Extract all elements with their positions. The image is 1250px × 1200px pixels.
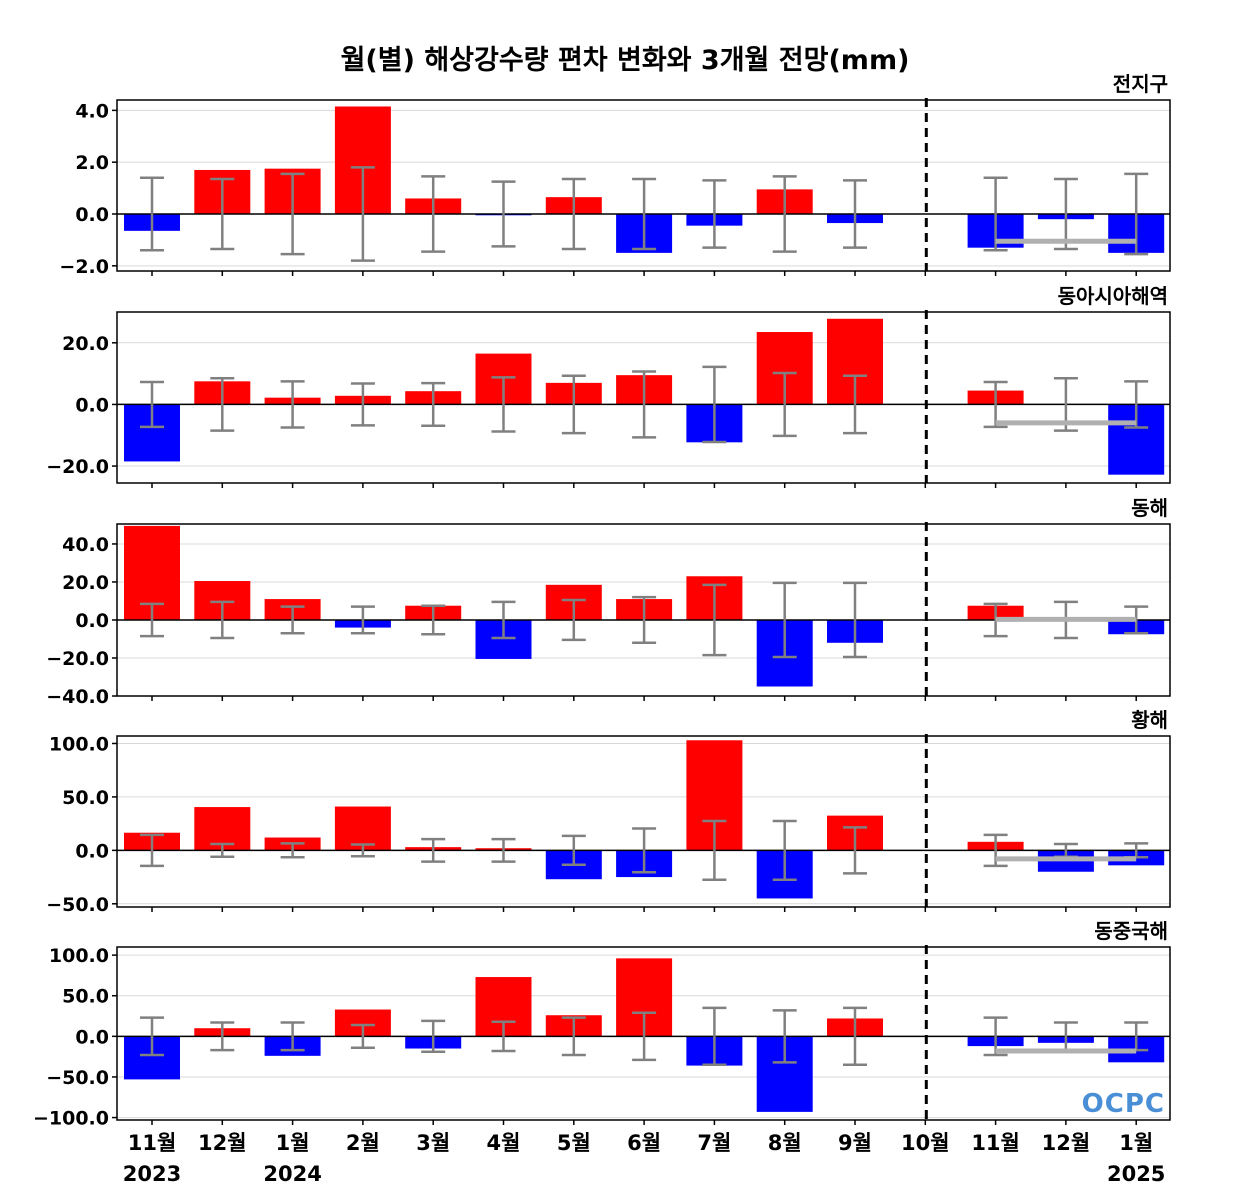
ocpc-logo: OCPC [1082,1089,1165,1119]
panel-region-name: 동아시아해역 [1058,284,1168,308]
x-tick-label-month: 3월 [416,1131,450,1155]
y-tick-label: −20.0 [46,456,109,478]
x-tick-label-month: 10월 [901,1131,950,1155]
y-tick-label: −2.0 [59,256,109,278]
y-tick-label: 20.0 [62,333,109,355]
panel-frame [116,735,1171,908]
panel-region-name: 황해 [1131,708,1168,732]
y-tick-label: 4.0 [75,100,109,122]
panel-region-name: 동중국해 [1094,919,1168,943]
x-tick-label-month: 2월 [346,1131,380,1155]
y-tick-label: 2.0 [75,152,109,174]
y-tick-label: 0.0 [75,204,109,226]
x-tick-label-month: 1월 [276,1131,310,1155]
y-tick-label: −40.0 [46,686,109,708]
x-tick-label-month: 12월 [1042,1131,1091,1155]
y-tick-label: 0.0 [75,610,109,632]
y-tick-label: 0.0 [75,840,109,862]
y-tick-label: −50.0 [46,894,109,916]
y-tick-label: 40.0 [62,534,109,556]
y-tick-label: 0.0 [75,1026,109,1048]
y-tick-label: 20.0 [62,572,109,594]
x-tick-label-month: 7월 [697,1131,731,1155]
x-tick-label-month: 1월 [1119,1131,1153,1155]
y-tick-label: −50.0 [46,1067,109,1089]
y-tick-label: 0.0 [75,394,109,416]
y-tick-label: 100.0 [49,733,109,755]
x-tick-label-month: 8월 [768,1131,802,1155]
x-tick-label-year: 2024 [263,1162,321,1186]
x-tick-label-month: 5월 [557,1131,591,1155]
bar-황해-3 [334,806,391,851]
x-tick-label-month: 11월 [128,1131,177,1155]
y-tick-label: 50.0 [62,986,109,1008]
y-tick-label: 50.0 [62,787,109,809]
y-tick-label: −100.0 [33,1108,109,1130]
chart-title: 월(별) 해상강수량 편차 변화와 3개월 전망(mm) [340,45,910,76]
y-tick-label: 100.0 [49,945,109,967]
x-tick-label-month: 12월 [198,1131,247,1155]
x-tick-label-month: 11월 [971,1131,1020,1155]
x-tick-label-year: 2025 [1107,1162,1165,1186]
x-tick-label-month: 9월 [838,1131,872,1155]
x-tick-label-month: 4월 [487,1131,521,1155]
panel-region-name: 동해 [1131,496,1168,520]
x-tick-label-month: 6월 [627,1131,661,1155]
x-tick-label-year: 2023 [123,1162,181,1186]
panel-region-name: 전지구 [1113,72,1168,96]
y-tick-label: −20.0 [46,648,109,670]
